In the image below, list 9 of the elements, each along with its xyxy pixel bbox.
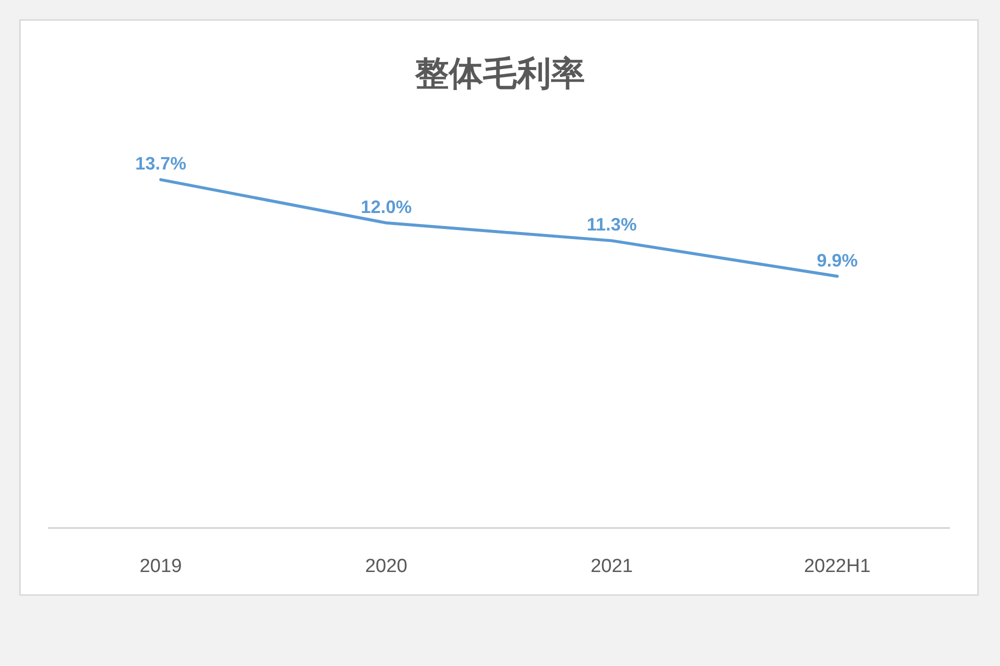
x-tick-label: 2022H1 <box>804 556 871 577</box>
x-tick-label: 2019 <box>140 556 182 577</box>
data-label: 12.0% <box>360 196 412 217</box>
x-tick-label: 2020 <box>365 556 408 577</box>
chart-title: 整体毛利率 <box>414 55 585 93</box>
data-label: 13.7% <box>135 154 186 174</box>
x-tick-label: 2021 <box>590 556 633 577</box>
data-label: 9.9% <box>816 250 858 270</box>
data-label: 11.3% <box>586 214 637 235</box>
